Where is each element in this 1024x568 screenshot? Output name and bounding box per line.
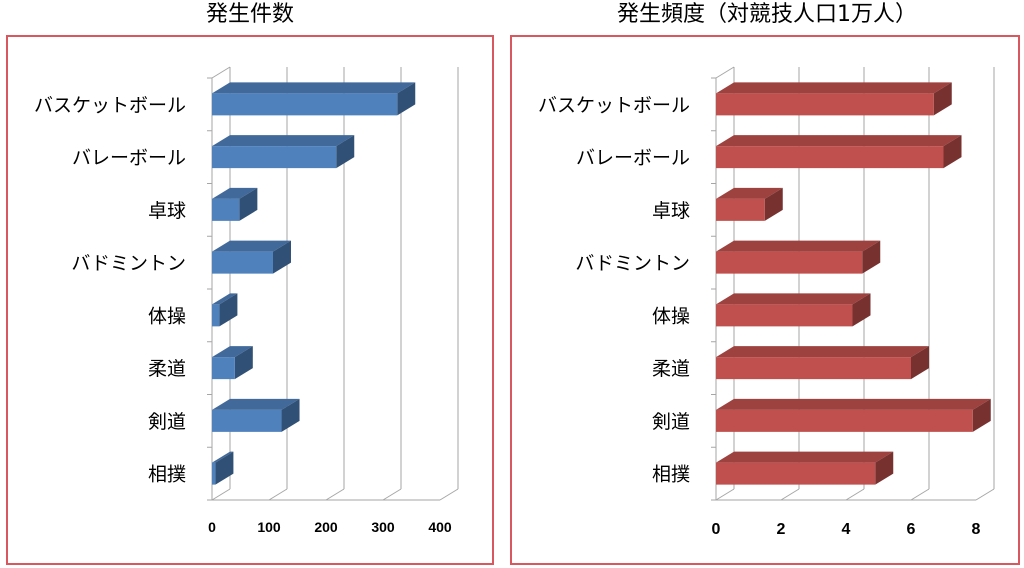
bar-end: [764, 187, 783, 221]
bar-top: [212, 451, 234, 463]
chart-frame-incidents: [6, 35, 494, 565]
floor-gridline: [439, 488, 459, 501]
bar: [212, 462, 216, 485]
bar: [716, 462, 876, 485]
category-label: バレーボール: [72, 147, 186, 169]
bar: [716, 251, 863, 274]
x-tick-label: 0: [712, 521, 721, 538]
bar: [716, 304, 853, 327]
x-tick-label: 8: [972, 521, 981, 538]
chart-title-incidents: 発生件数: [205, 2, 294, 27]
bar-end: [875, 451, 894, 485]
bar-top: [212, 398, 300, 410]
bar-top: [716, 346, 929, 358]
bar: [716, 357, 911, 380]
bar-top: [212, 240, 291, 252]
bar: [212, 357, 235, 380]
bar-end: [862, 240, 881, 274]
x-tick-label: 100: [257, 519, 281, 535]
bar: [212, 198, 240, 221]
category-label: 体操: [652, 305, 690, 327]
bar-top: [212, 82, 416, 94]
bar-top: [716, 187, 783, 199]
x-tick-label: 0: [208, 519, 216, 535]
category-label: 卓球: [652, 200, 690, 222]
bar-end: [239, 187, 258, 221]
bar: [212, 146, 337, 169]
category-label: 剣道: [148, 411, 186, 433]
x-tick-label: 300: [371, 519, 395, 535]
bar: [212, 304, 220, 327]
bar-end: [272, 240, 291, 274]
bar: [716, 198, 765, 221]
bar-end: [397, 82, 416, 116]
bar-top: [716, 135, 962, 147]
bar-end: [911, 346, 929, 380]
side-wall-edge: [211, 66, 231, 79]
category-label: 相撲: [652, 464, 690, 486]
category-label: 卓球: [148, 200, 186, 222]
x-tick-label: 200: [314, 519, 338, 535]
bar-end: [943, 135, 962, 169]
category-label: 柔道: [652, 358, 690, 380]
bar-top: [212, 293, 238, 305]
bar-end: [234, 346, 253, 380]
chart-title-frequency: 発生頻度（対競技人口1万人）: [617, 2, 917, 27]
floor-gridline: [325, 488, 345, 501]
floor-gridline: [382, 488, 402, 501]
bar-end: [219, 293, 238, 327]
x-tick-label: 4: [842, 521, 851, 538]
bar-top: [716, 82, 952, 94]
category-label: バレーボール: [576, 147, 690, 169]
bar-end: [336, 135, 355, 169]
category-label: バスケットボール: [538, 94, 690, 116]
bar: [716, 409, 973, 432]
floor-gridline: [780, 488, 800, 501]
bar: [212, 409, 282, 432]
bar-top: [716, 293, 871, 305]
bar: [716, 146, 944, 169]
bar-top: [212, 187, 258, 199]
floor-gridline: [211, 488, 231, 501]
bar-end: [933, 82, 952, 116]
category-label: 体操: [148, 305, 186, 327]
category-label: バドミントン: [71, 253, 186, 275]
floor-gridline: [715, 488, 735, 501]
category-label: 剣道: [652, 411, 690, 433]
category-label: バスケットボール: [34, 94, 186, 116]
bar-end: [972, 398, 991, 432]
bar-top: [212, 135, 355, 147]
category-label: 柔道: [148, 358, 186, 380]
bar: [716, 93, 934, 116]
floor-gridline: [975, 488, 995, 501]
bar-top: [716, 240, 881, 252]
category-label: バドミントン: [575, 253, 690, 275]
x-tick-label: 2: [777, 521, 786, 538]
floor-gridline: [845, 488, 865, 501]
bar-end: [281, 398, 300, 432]
side-wall-edge: [715, 66, 735, 79]
floor-gridline: [268, 488, 288, 501]
x-tick-label: 6: [907, 521, 916, 538]
bar: [212, 251, 273, 274]
floor-gridline: [910, 488, 930, 501]
bar: [212, 93, 398, 116]
bar-top: [716, 398, 991, 410]
bar-end: [852, 293, 871, 327]
bar-end: [215, 451, 234, 485]
category-label: 相撲: [148, 464, 186, 486]
bar-top: [212, 346, 253, 358]
bar-top: [716, 451, 894, 463]
x-tick-label: 400: [428, 519, 452, 535]
